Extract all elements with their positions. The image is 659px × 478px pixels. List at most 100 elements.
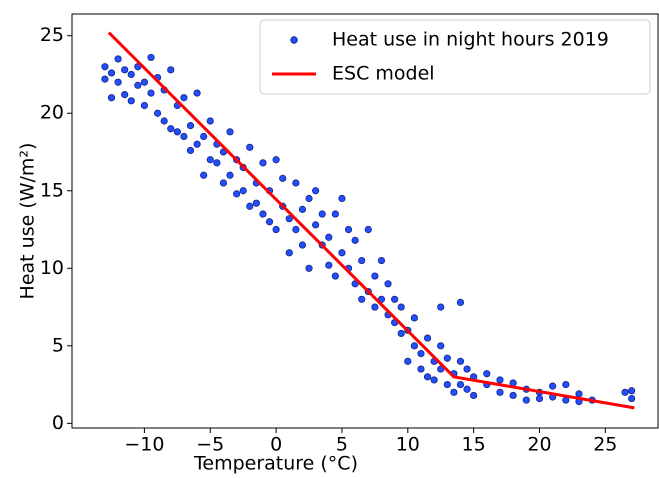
x-tick-label: −5 [196,434,224,456]
scatter-point [397,303,405,311]
scatter-point [186,146,195,155]
scatter-point [470,391,478,400]
scatter-point [101,75,109,83]
scatter-point [147,53,155,62]
scatter-point [167,66,175,74]
scatter-point [226,128,234,136]
scatter-point [173,128,181,136]
scatter-point [252,199,260,207]
scatter-point [147,89,155,97]
scatter-point [140,78,149,86]
scatter-point [483,370,491,378]
scatter-point [417,365,425,373]
x-tick-label: 15 [462,434,486,456]
scatter-point [121,91,129,99]
scatter-point [371,272,379,280]
scatter-point [450,388,458,396]
scatter-point [463,385,471,393]
scatter-point [338,249,346,257]
y-axis-label: Heat use (W/m²) [17,143,39,300]
scatter-point [351,236,359,244]
y-tick-label: 0 [52,412,64,434]
scatter-point [246,143,254,151]
scatter-point [404,357,412,365]
scatter-point [496,376,504,384]
scatter-point [226,171,234,179]
scatter-point [134,81,142,89]
legend-marker [290,36,298,44]
scatter-point [107,94,116,102]
scatter-point [206,156,214,164]
scatter-point [305,194,313,203]
scatter-point [200,132,208,141]
scatter-point [628,387,636,395]
x-tick-label: 25 [593,434,617,456]
scatter-point [272,225,280,234]
scatter-point [417,349,425,358]
legend-label: Heat use in night hours 2019 [332,29,609,51]
scatter-point [180,132,188,141]
plot-frame [71,13,659,429]
legend-label: ESC model [332,63,435,85]
scatter-point [358,256,366,265]
scatter-point [193,140,201,148]
scatter-point [443,354,451,362]
scatter-point [371,303,379,311]
scatter-point [410,342,418,350]
scatter-point [456,357,465,365]
scatter-point [338,194,346,203]
scatter-point [298,205,307,213]
scatter-point [509,391,517,400]
x-tick-label: −10 [124,434,164,456]
scatter-point [167,125,175,133]
scatter-point [496,388,504,396]
scatter-point [153,109,162,117]
scatter-point [358,295,366,303]
scatter-point [384,280,392,288]
scatter-point [331,210,339,218]
scatter-point [259,159,267,167]
legend-box [259,19,651,95]
scatter-point [140,101,149,110]
scatter-point [443,380,451,389]
scatter-point [575,390,583,398]
scatter-point [423,334,432,342]
scatter-point [456,298,465,307]
scatter-point [298,241,307,249]
scatter-point [410,314,418,322]
scatter-point [364,225,372,234]
scatter-point [193,89,201,97]
scatter-point [430,376,438,384]
scatter-point [101,63,109,71]
scatter-point [535,394,544,403]
scatter-point [285,215,293,223]
scatter-point [325,261,333,269]
scatter-point [107,69,116,77]
scatter-point [351,280,359,288]
scatter-point [246,202,254,210]
scatter-point [344,225,353,234]
scatter-point [562,380,570,389]
scatter-point [186,122,195,130]
model-line [107,31,635,410]
scatter-point [292,179,300,187]
x-tick-label: 5 [336,434,348,456]
scatter-point [121,66,129,74]
scatter-point [127,97,135,105]
scatter-point [377,256,386,265]
scatter-point [318,210,326,218]
scatter-point [114,55,122,63]
scatter-point [331,272,339,280]
y-tick-label: 25 [40,24,64,46]
scatter-point [397,329,405,338]
scatter-point [437,342,445,350]
scatter-point [292,225,300,234]
x-axis-label: Temperature (°C) [193,453,358,475]
y-tick-label: 15 [40,179,64,201]
scatter-point [219,179,228,187]
y-tick-label: 20 [40,102,64,124]
scatter-point [628,394,636,403]
scatter-point [391,295,399,303]
scatter-point [312,187,320,195]
scatter-point [522,396,530,404]
